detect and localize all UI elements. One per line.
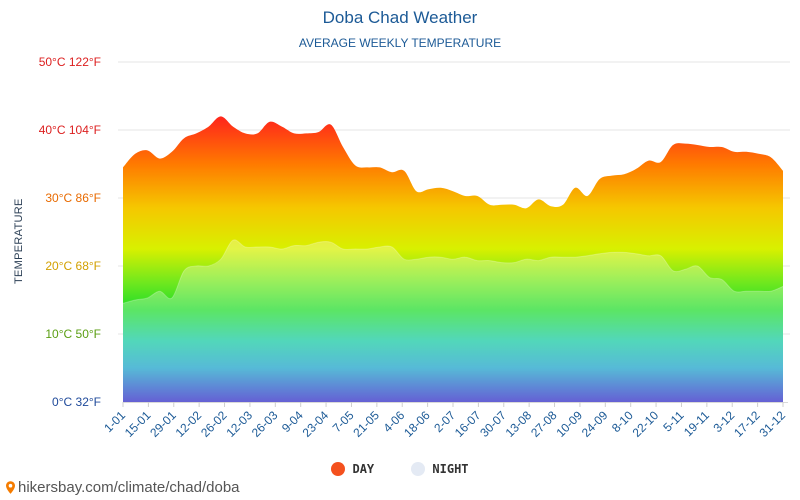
x-tick-label: 31-12 [757, 408, 789, 440]
y-tick-label: 0°C 32°F [52, 395, 101, 409]
y-tick-label: 10°C 50°F [45, 327, 101, 341]
y-tick-label: 50°C 122°F [39, 55, 101, 69]
x-tick-label: 10-09 [553, 408, 585, 440]
source-text: hikersbay.com/climate/chad/doba [18, 479, 240, 496]
x-tick-label: 30-07 [477, 408, 509, 440]
x-tick-label: 23-04 [300, 408, 332, 440]
x-tick-label: 17-12 [731, 408, 763, 440]
x-tick-label: 12-03 [223, 408, 255, 440]
night-temperature-line [122, 239, 784, 304]
x-tick-label: 29-01 [147, 408, 179, 440]
x-tick-label: 16-07 [452, 408, 484, 440]
x-tick-label: 21-05 [350, 408, 382, 440]
y-tick-label: 20°C 68°F [45, 259, 101, 273]
chart-title: Doba Chad Weather [322, 8, 478, 27]
legend-item-day[interactable]: DAY [331, 462, 374, 476]
source-link[interactable]: hikersbay.com/climate/chad/doba [6, 479, 240, 496]
night-dot-icon [411, 462, 426, 476]
x-tick-label: 15-01 [122, 408, 154, 440]
legend-day-label: DAY [352, 462, 375, 476]
x-tick-label: 12-02 [173, 408, 205, 440]
x-tick-label: 13-08 [503, 408, 535, 440]
x-tick-label: 24-09 [579, 408, 611, 440]
night-temperature-shade [123, 239, 783, 402]
x-tick-label: 26-02 [198, 408, 230, 440]
x-axis-ticks: 1-0115-0129-0112-0226-0212-0326-039-0423… [101, 402, 788, 440]
x-tick-label: 22-10 [630, 408, 662, 440]
day-temperature-area [123, 116, 783, 403]
y-tick-label: 30°C 86°F [45, 191, 101, 205]
y-tick-label: 40°C 104°F [39, 123, 101, 137]
chart-subtitle: AVERAGE WEEKLY TEMPERATURE [298, 36, 502, 50]
legend-item-night[interactable]: NIGHT [411, 462, 469, 476]
x-tick-label: 26-03 [249, 408, 281, 440]
day-dot-icon [331, 462, 346, 476]
x-tick-label: 19-11 [681, 408, 712, 439]
map-pin-icon [6, 481, 15, 494]
x-tick-label: 18-06 [401, 408, 433, 440]
legend: DAY NIGHT [0, 462, 800, 479]
y-axis-ticks: 0°C 32°F 10°C 50°F 20°C 68°F 30°C 86°F 40°C … [39, 55, 101, 409]
x-tick-label: 27-08 [528, 408, 560, 440]
legend-night-label: NIGHT [432, 462, 469, 476]
